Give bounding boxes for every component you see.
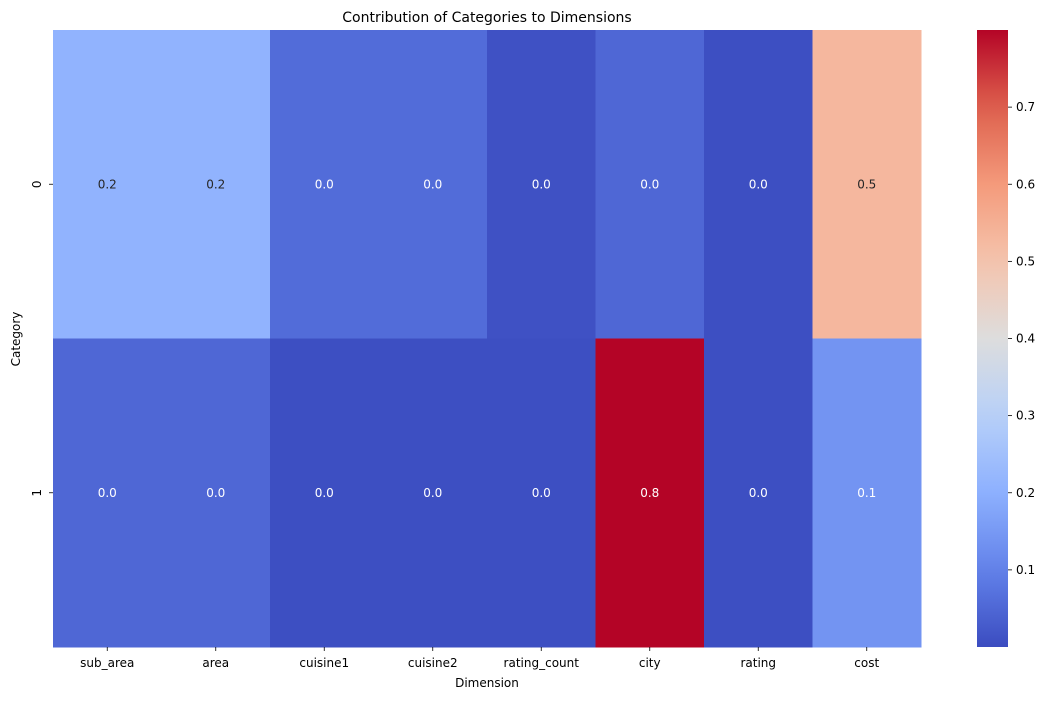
cell-value-label: 0.0 xyxy=(532,177,551,191)
cell-value-label: 0.0 xyxy=(749,486,768,500)
heatmap-cell xyxy=(487,338,596,648)
x-axis-label: Dimension xyxy=(455,676,519,690)
cell-value-label: 0.0 xyxy=(315,486,334,500)
x-tick-label: cuisine1 xyxy=(299,656,349,670)
x-tick-label: sub_area xyxy=(80,656,134,670)
y-axis-label: Category xyxy=(9,312,23,367)
cell-value-label: 0.0 xyxy=(206,486,225,500)
heatmap-cell xyxy=(595,30,705,339)
colorbar-ticks: 0.1 0.2 0.3 0.4 0.5 0.6 0.7 xyxy=(1008,100,1035,577)
cell-value-label: 0.0 xyxy=(315,177,334,191)
cell-value-label: 0.1 xyxy=(857,486,876,500)
heatmap-cell xyxy=(487,30,596,339)
chart-title: Contribution of Categories to Dimensions xyxy=(342,10,631,26)
y-tick-label: 1 xyxy=(30,489,44,497)
cell-value-label: 0.0 xyxy=(749,177,768,191)
heatmap-cell xyxy=(378,338,488,648)
colorbar-tick-label: 0.5 xyxy=(1016,254,1035,268)
cell-value-label: 0.0 xyxy=(423,486,442,500)
x-tick-label: cost xyxy=(854,656,879,670)
colorbar-tick-label: 0.7 xyxy=(1016,100,1035,114)
x-tick-label: rating_count xyxy=(504,656,580,670)
heatmap-cell xyxy=(812,30,922,339)
colorbar-tick-label: 0.2 xyxy=(1016,486,1035,500)
colorbar-tick-label: 0.6 xyxy=(1016,177,1035,191)
y-tick-label: 0 xyxy=(30,180,44,188)
x-tick-label: rating xyxy=(740,656,776,670)
cell-value-label: 0.0 xyxy=(532,486,551,500)
colorbar-tick-label: 0.1 xyxy=(1016,563,1035,577)
y-axis-ticks: 01 xyxy=(30,180,53,497)
heatmap-cell xyxy=(161,338,271,648)
heatmap-cell xyxy=(53,338,162,648)
x-tick-label: area xyxy=(202,656,229,670)
cell-value-label: 0.0 xyxy=(640,177,659,191)
heatmap-cells xyxy=(53,30,922,648)
heatmap-cell xyxy=(704,30,813,339)
cell-value-label: 0.8 xyxy=(640,486,659,500)
heatmap-cell xyxy=(378,30,488,339)
cell-value-label: 0.0 xyxy=(423,177,442,191)
heatmap-cell xyxy=(161,30,271,339)
heatmap-cell xyxy=(270,338,379,648)
cell-value-label: 0.0 xyxy=(98,486,117,500)
colorbar xyxy=(977,30,1008,647)
heatmap-cell xyxy=(53,30,162,339)
x-tick-label: cuisine2 xyxy=(408,656,458,670)
heatmap-cell xyxy=(270,30,379,339)
heatmap-cell-labels: 0.2 0.2 0.0 0.0 0.0 0.0 0.0 0.5 0.0 0.0 0.0 0.0 0.0 0… xyxy=(98,177,877,500)
x-tick-label: city xyxy=(639,656,661,670)
colorbar-tick-label: 0.3 xyxy=(1016,409,1035,423)
heatmap-cell xyxy=(595,338,705,648)
heatmap-cell xyxy=(704,338,813,648)
x-axis-ticks: sub_area area cuisine1 cuisine2 rating_count… xyxy=(80,647,879,670)
cell-value-label: 0.2 xyxy=(98,177,117,191)
cell-value-label: 0.2 xyxy=(206,177,225,191)
cell-value-label: 0.5 xyxy=(857,177,876,191)
heatmap-cell xyxy=(812,338,922,648)
colorbar-tick-label: 0.4 xyxy=(1016,332,1035,346)
